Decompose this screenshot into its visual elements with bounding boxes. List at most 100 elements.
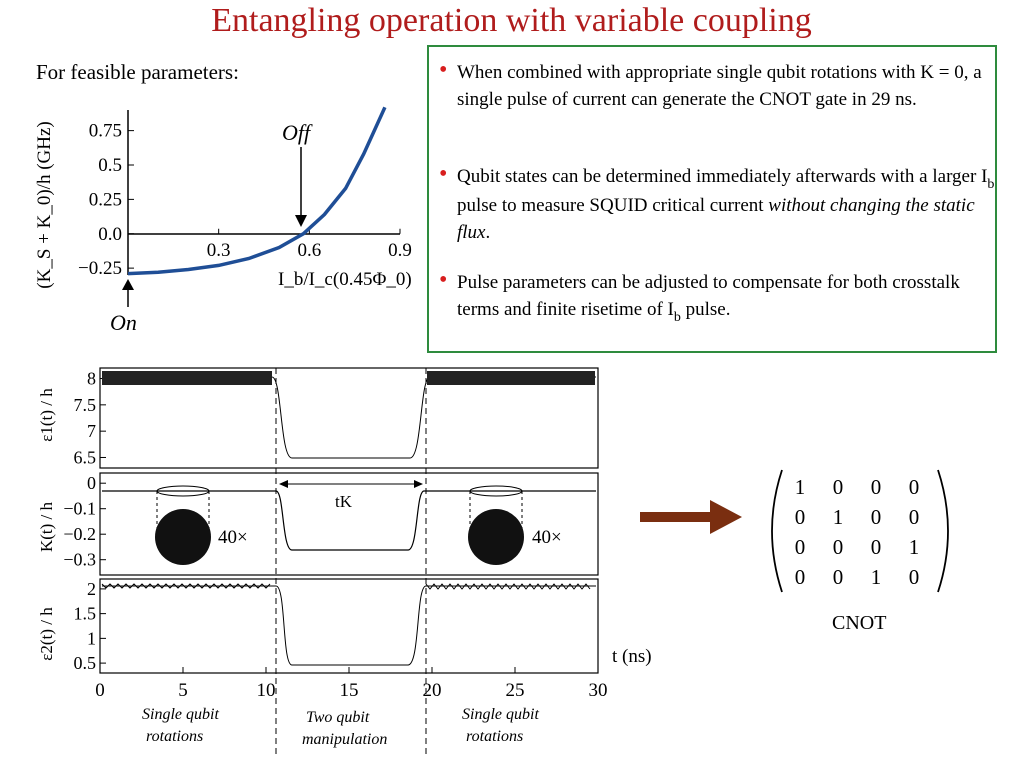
zoom-circle-right <box>468 509 524 565</box>
panel-1-oscillation-left <box>102 371 272 385</box>
on-label: On <box>110 310 137 335</box>
pulse-ytick-label: 1.5 <box>74 604 97 624</box>
panel-3-oscillation-left <box>101 583 271 589</box>
cnot-label: CNOT <box>832 612 887 634</box>
pulse-ytick-label: 6.5 <box>74 447 97 467</box>
pulse-ytick-label: −0.1 <box>63 499 96 519</box>
matrix-cell: 0 <box>833 535 844 559</box>
top-ytick-label: −0.25 <box>78 258 122 279</box>
off-label: Off <box>282 120 313 145</box>
bullet-2: • Qubit states can be determined immedia… <box>439 161 1002 246</box>
region-3-line-1: Single qubit <box>462 706 539 723</box>
matrix-cell: 0 <box>871 505 882 529</box>
top-xtick-label: 0.6 <box>297 240 321 261</box>
region-2-line-2: manipulation <box>302 731 387 748</box>
bullet-2-text-a: Qubit states can be determined immediate… <box>457 166 988 187</box>
pulse-sequence-plot: ε1(t) / h K(t) / h ε2(t) / h 8 7.5 7 6.5 0 −0… <box>37 367 652 755</box>
panel-3-signal <box>102 585 596 666</box>
matrix-cell: 0 <box>909 505 920 529</box>
region-2-line-1: Two qubit <box>306 709 370 726</box>
panel-2-frame <box>99 472 599 576</box>
bullet-3-text-b: pulse. <box>680 299 731 320</box>
result-arrow-icon <box>640 500 742 534</box>
matrix-cell: 1 <box>795 475 806 499</box>
pulse-ytick-label: 7 <box>87 421 96 441</box>
bullet-1-text: When combined with appropriate single qu… <box>457 62 982 110</box>
off-arrowhead-icon <box>295 215 307 227</box>
top-ytick-label: 0.75 <box>89 121 122 142</box>
bullet-3: • Pulse parameters can be adjusted to co… <box>439 267 1002 325</box>
cnot-matrix: 1 0 0 0 0 1 0 0 0 0 0 1 0 0 1 0 <box>771 469 949 593</box>
coupling-curve-plot: (K_S + K_0)/h (GHz) 0.750.50.250.0−0.25 … <box>34 106 412 335</box>
pulse-ytick-label: 0 <box>87 473 96 493</box>
pulse-ytick-label: 0.5 <box>74 653 97 673</box>
coupling-curve-line <box>127 106 387 276</box>
zoom-label-right: 40× <box>532 527 562 548</box>
pulse-xtick-label: 5 <box>178 680 188 701</box>
panel-1-ylabel: ε1(t) / h <box>37 388 56 442</box>
pulse-xtick-label: 15 <box>340 680 359 701</box>
panel-2-ylabel: K(t) / h <box>37 501 56 552</box>
bullet-3-subscript: b <box>673 310 681 325</box>
matrix-cell: 0 <box>795 535 806 559</box>
bullet-2-subscript: b <box>987 177 995 192</box>
matrix-cell: 0 <box>909 565 920 589</box>
pulse-ytick-label: 8 <box>87 369 96 389</box>
matrix-bracket-left <box>771 469 783 593</box>
notes-box: • When combined with appropriate single … <box>427 45 997 353</box>
pulse-ytick-label: 7.5 <box>74 395 97 415</box>
top-xtick-label: 0.9 <box>388 240 412 261</box>
panel-1-signal <box>102 376 596 459</box>
pulse-ytick-label: 2 <box>87 579 96 599</box>
pulse-ytick-label: −0.3 <box>63 550 96 570</box>
matrix-cell: 0 <box>795 565 806 589</box>
region-3-line-2: rotations <box>466 728 523 745</box>
matrix-cell: 0 <box>871 475 882 499</box>
pulse-ytick-label: 1 <box>87 628 96 648</box>
top-ytick-label: 0.5 <box>98 155 122 176</box>
panel-1-oscillation-right <box>427 371 595 385</box>
page-title: Entangling operation with variable coupl… <box>211 2 812 39</box>
panel-3-ylabel: ε2(t) / h <box>37 607 56 661</box>
pulse-xtick-label: 0 <box>95 680 105 701</box>
panel-3-oscillation-right <box>425 583 591 590</box>
matrix-cell: 0 <box>795 505 806 529</box>
zoom-circle-left <box>155 509 211 565</box>
feasible-parameters-label: For feasible parameters: <box>36 60 239 84</box>
matrix-cell: 0 <box>833 475 844 499</box>
bullet-3-text-a: Pulse parameters can be adjusted to comp… <box>457 272 960 320</box>
region-1-line-1: Single qubit <box>142 706 219 723</box>
bullet-dot-icon: • <box>439 267 448 293</box>
bullet-2-text-b: pulse to measure SQUID critical current <box>457 195 769 216</box>
top-ytick-label: 0.0 <box>98 224 122 245</box>
zoom-label-left: 40× <box>218 527 248 548</box>
top-plot-ylabel: (K_S + K_0)/h (GHz) <box>34 121 55 288</box>
top-plot-xlabel: I_b/I_c(0.45Φ_0) <box>278 269 412 290</box>
matrix-cell: 1 <box>871 565 882 589</box>
top-ytick-label: 0.25 <box>89 189 122 210</box>
matrix-cell: 0 <box>909 475 920 499</box>
panel-1-frame <box>99 367 599 469</box>
matrix-bracket-right <box>937 469 949 593</box>
pulse-ytick-label: −0.2 <box>63 524 96 544</box>
on-arrowhead-icon <box>122 279 134 290</box>
tk-arrowhead-right-icon <box>414 480 423 488</box>
tk-arrowhead-left-icon <box>279 480 288 488</box>
bullet-2-italic: without changing the static flux <box>457 195 975 243</box>
pulse-xtick-label: 25 <box>506 680 525 701</box>
pulse-xtick-label: 20 <box>423 680 442 701</box>
bullet-1: • When combined with appropriate single … <box>439 57 1002 113</box>
pulse-xlabel: t (ns) <box>612 646 652 667</box>
matrix-cell: 1 <box>833 505 844 529</box>
matrix-cell: 0 <box>871 535 882 559</box>
pulse-xtick-label: 30 <box>589 680 608 701</box>
matrix-cell: 1 <box>909 535 920 559</box>
bullet-dot-icon: • <box>439 161 448 187</box>
matrix-cell: 0 <box>833 565 844 589</box>
region-1-line-2: rotations <box>146 728 203 745</box>
pulse-xtick-label: 10 <box>257 680 276 701</box>
tk-label: tK <box>335 492 353 511</box>
top-xtick-label: 0.3 <box>207 240 231 261</box>
bullet-dot-icon: • <box>439 57 448 83</box>
panel-2-signal <box>102 490 596 551</box>
